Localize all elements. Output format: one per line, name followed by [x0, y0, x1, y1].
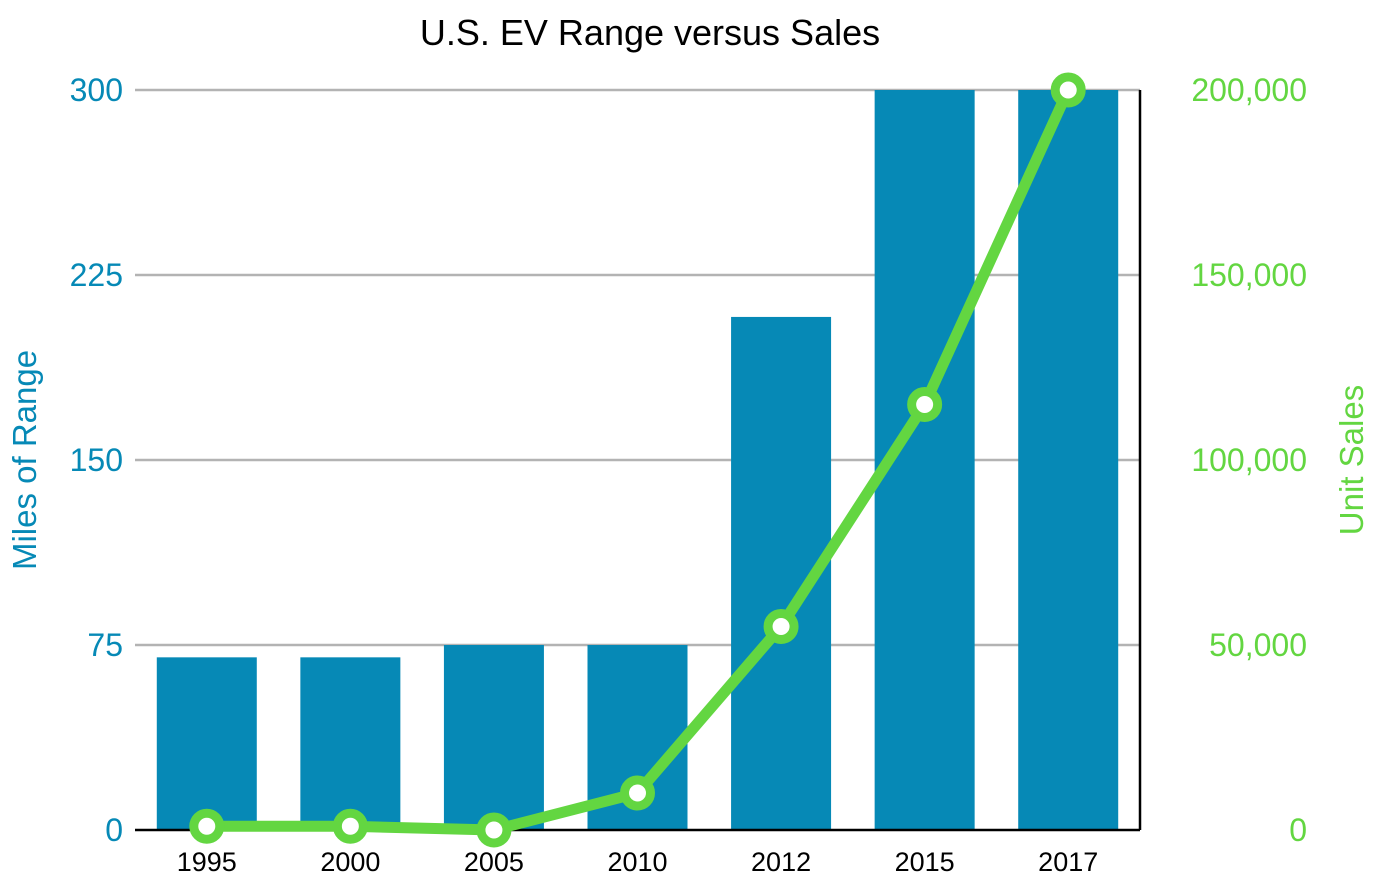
x-tick-label: 2005	[464, 847, 524, 877]
sales-point-2005	[476, 812, 512, 848]
left-tick-label: 0	[105, 812, 123, 848]
range-bar-2017	[1018, 90, 1119, 830]
range-bar-2000	[300, 657, 401, 830]
sales-point-2012	[763, 609, 799, 644]
left-tick-label: 75	[87, 627, 123, 663]
range-bar-2005	[443, 645, 544, 830]
right-tick-label: 0	[1289, 812, 1307, 848]
gridlines	[135, 88, 1140, 647]
right-axis-label: Unit Sales	[1333, 385, 1370, 535]
x-tick-label: 2015	[895, 847, 955, 877]
x-tick-label: 2000	[320, 847, 380, 877]
chart-title: U.S. EV Range versus Sales	[420, 12, 880, 53]
right-tick-label: 100,000	[1191, 442, 1307, 478]
left-axis-label: Miles of Range	[6, 350, 43, 570]
x-tick-label: 2012	[751, 847, 811, 877]
left-tick-label: 300	[70, 72, 123, 108]
left-axis-ticks: 0 75 150 225 300	[70, 72, 123, 848]
sales-line	[189, 72, 1086, 848]
right-tick-label: 50,000	[1209, 627, 1307, 663]
x-tick-label: 1995	[177, 847, 237, 877]
right-axis-ticks: 0 50,000 100,000 150,000 200,000	[1191, 72, 1307, 848]
left-tick-label: 225	[70, 257, 123, 293]
right-tick-label: 150,000	[1191, 257, 1307, 293]
x-axis-ticks: 1995 2000 2005 2010 2012 2015 2017	[177, 847, 1099, 877]
sales-point-1995	[189, 808, 225, 844]
range-bar-1995	[156, 657, 257, 830]
x-tick-label: 2017	[1038, 847, 1098, 877]
sales-point-2010	[620, 775, 655, 811]
left-tick-label: 150	[70, 442, 123, 478]
sales-point-2017	[1050, 72, 1086, 108]
right-tick-label: 200,000	[1191, 72, 1307, 108]
sales-point-2000	[332, 808, 368, 844]
sales-point-2015	[907, 387, 943, 422]
x-tick-label: 2010	[607, 847, 667, 877]
